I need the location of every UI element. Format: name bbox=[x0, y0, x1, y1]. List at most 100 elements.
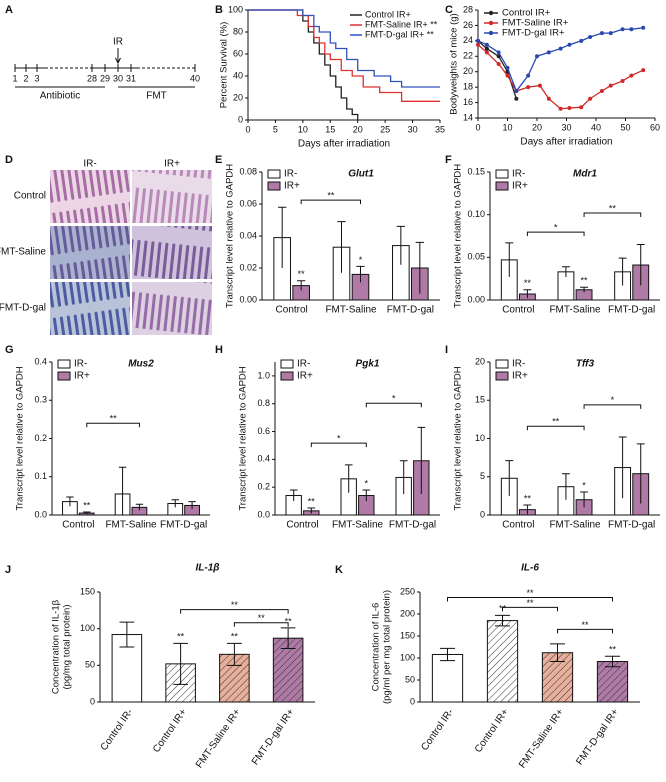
weight-point bbox=[505, 65, 510, 70]
significance-bracket bbox=[583, 212, 642, 217]
error-bar bbox=[396, 225, 405, 265]
legend-label: IR- bbox=[512, 359, 525, 370]
y-tick-label: 0.0 bbox=[257, 509, 270, 519]
y-tick-label: 0.2 bbox=[34, 433, 47, 443]
x-tick-label: FMT-Saline bbox=[105, 520, 157, 531]
error-bar bbox=[439, 647, 456, 662]
error-bar bbox=[399, 460, 408, 495]
y-tick-label: 200 bbox=[400, 608, 415, 618]
x-tick-label: 30 bbox=[408, 124, 418, 134]
x-tick-label: FMT-Saline bbox=[549, 305, 601, 316]
timeline-label: 29 bbox=[100, 73, 110, 83]
x-tick-label: Control bbox=[502, 305, 534, 316]
legend-swatch bbox=[267, 181, 281, 191]
histology-image bbox=[132, 226, 212, 279]
y-tick-label: 22 bbox=[463, 51, 473, 61]
histology-image bbox=[50, 170, 130, 223]
y-axis-label: Concentration of IL-1β bbox=[51, 599, 62, 694]
significance-star: ** bbox=[298, 269, 306, 279]
y-tick-label: 0 bbox=[410, 696, 415, 706]
weight-point bbox=[629, 73, 634, 78]
weight-point bbox=[641, 68, 646, 73]
legend-swatch bbox=[57, 371, 71, 381]
legend-label: Control IR+ bbox=[502, 8, 551, 19]
error-bar bbox=[580, 286, 589, 293]
error-bar bbox=[118, 466, 127, 515]
x-tick-label: Control bbox=[276, 305, 308, 316]
error-bar bbox=[618, 257, 627, 286]
period-label: FMT bbox=[146, 91, 167, 102]
x-tick-label: 20 bbox=[353, 124, 363, 134]
y-tick-label: 0.08 bbox=[239, 166, 257, 176]
error-bar bbox=[119, 621, 135, 648]
error-bar bbox=[561, 473, 570, 500]
weight-point bbox=[476, 42, 480, 47]
y-tick-label: 0.00 bbox=[239, 294, 257, 304]
weight-point bbox=[579, 105, 584, 110]
weight-point bbox=[537, 83, 542, 88]
legend-label: IR- bbox=[74, 359, 87, 370]
legend-label: FMT-Saline IR+ ** bbox=[365, 19, 438, 29]
y-tick-label: 100 bbox=[80, 623, 95, 633]
significance-star: ** bbox=[308, 496, 316, 506]
x-tick-label: Control IR+ bbox=[151, 707, 189, 755]
x-tick-label: 30 bbox=[561, 122, 571, 132]
y-tick-label: 20 bbox=[463, 66, 473, 76]
x-axis-label: Days after irradiation bbox=[298, 139, 390, 150]
y-tick-label: 250 bbox=[400, 586, 415, 596]
y-axis-label: Concentration of IL-6 bbox=[371, 603, 382, 692]
y-axis-label: Transcript level relative to GAPDH bbox=[453, 366, 464, 510]
panel-letter: G bbox=[5, 344, 14, 356]
y-tick-label: 20 bbox=[475, 356, 485, 366]
legend-swatch bbox=[495, 169, 509, 179]
significance-label: ** bbox=[609, 203, 617, 213]
significance-star: ** bbox=[231, 632, 239, 642]
x-tick-label: FMT-D-gal bbox=[160, 520, 207, 531]
ir-label: IR bbox=[113, 37, 123, 48]
panel-letter: H bbox=[215, 344, 223, 356]
significance-bracket bbox=[365, 402, 422, 408]
x-axis-label: Days after irradiation bbox=[520, 137, 612, 148]
significance-star: * bbox=[582, 480, 586, 490]
y-tick-label: 0.4 bbox=[34, 356, 47, 366]
error-bar bbox=[307, 507, 316, 514]
legend-marker bbox=[488, 30, 494, 36]
x-tick-label: FMT-D-gal bbox=[608, 520, 655, 531]
chart-title: Glut1 bbox=[348, 169, 374, 180]
error-bar bbox=[362, 489, 371, 502]
weight-point bbox=[558, 106, 563, 111]
legend-swatch bbox=[57, 359, 71, 369]
y-tick-label: 15 bbox=[475, 395, 485, 405]
y-tick-label: 0.1 bbox=[34, 471, 47, 481]
legend-label: IR+ bbox=[512, 181, 528, 192]
significance-star: * bbox=[359, 255, 363, 265]
panel-letter: C bbox=[445, 4, 453, 16]
y-tick-label: 0 bbox=[90, 696, 95, 706]
significance-bracket bbox=[310, 442, 367, 448]
error-bar bbox=[417, 426, 426, 495]
panel-letter: F bbox=[445, 154, 452, 166]
significance-bracket bbox=[502, 606, 558, 612]
y-tick-label: 0.00 bbox=[467, 294, 485, 304]
weight-point bbox=[476, 38, 480, 43]
period-label: Antibiotic bbox=[40, 91, 81, 102]
weight-line bbox=[477, 44, 644, 110]
x-tick-label: 15 bbox=[325, 124, 335, 134]
y-tick-label: 0.06 bbox=[239, 198, 257, 208]
y-axis-label: Transcript level relative to GAPDH bbox=[15, 366, 26, 510]
significance-bracket bbox=[300, 199, 361, 205]
significance-star: ** bbox=[609, 645, 617, 655]
error-bar bbox=[636, 244, 645, 286]
legend-label: Control IR+ bbox=[365, 9, 411, 19]
significance-bracket bbox=[557, 628, 613, 634]
significance-bracket bbox=[86, 422, 140, 428]
legend-label: IR- bbox=[284, 169, 297, 180]
x-tick-label: Control bbox=[502, 520, 534, 531]
weight-point bbox=[599, 89, 604, 93]
x-tick-label: 10 bbox=[502, 122, 512, 132]
y-tick-label: 0.2 bbox=[257, 482, 270, 492]
error-bar bbox=[580, 491, 589, 508]
legend-label: FMT-D-gal IR+ bbox=[502, 28, 565, 39]
x-tick-label: 60 bbox=[650, 122, 660, 132]
error-bar bbox=[173, 642, 189, 685]
